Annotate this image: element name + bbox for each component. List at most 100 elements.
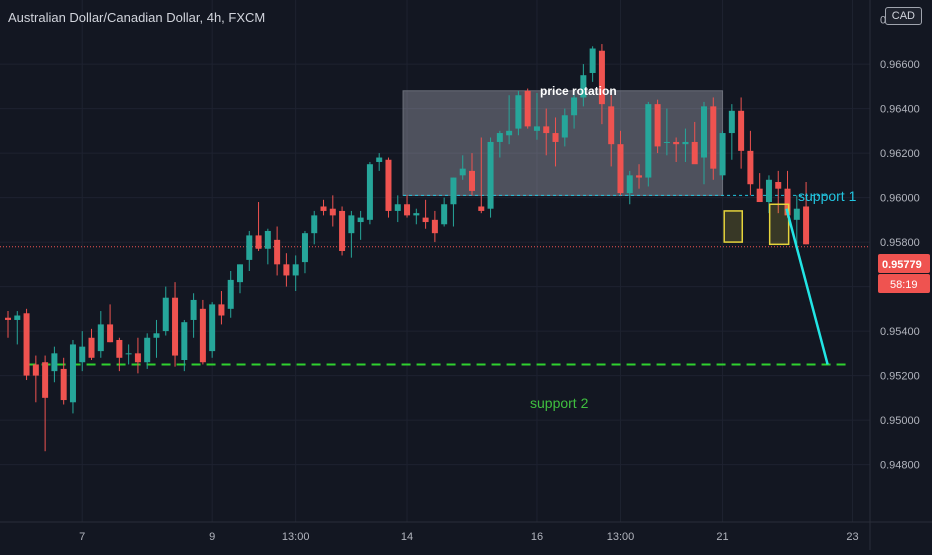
candle-body: [682, 141, 689, 145]
candle-body: [496, 133, 503, 142]
countdown-label: 58:19: [890, 279, 918, 291]
candle-body: [663, 141, 670, 143]
projection-arrow: [785, 208, 829, 365]
candle-body: [116, 339, 123, 358]
candle-body: [357, 217, 364, 223]
symbol-title: Australian Dollar/Canadian Dollar, 4h, F…: [8, 10, 265, 25]
price-tick-label: 0.94800: [880, 460, 920, 472]
candle-body: [589, 48, 596, 73]
candle-body: [608, 106, 615, 145]
candle-body: [747, 150, 754, 185]
candle-body: [719, 133, 726, 176]
candle-body: [255, 235, 262, 249]
candle-body: [701, 106, 707, 158]
candle-body: [385, 159, 392, 211]
candle-body: [487, 141, 494, 209]
price-tick-label: 0.96400: [880, 104, 920, 116]
candle-body: [292, 264, 299, 276]
time-tick-label: 13:00: [282, 531, 310, 543]
candle-body: [199, 308, 206, 363]
price-tick-label: 0.95000: [880, 415, 920, 427]
candle-body: [79, 346, 86, 363]
time-axis[interactable]: 7 9 13:00 14 16 13:00 21 23: [0, 521, 932, 543]
candle-body: [784, 188, 791, 216]
candle-body: [23, 313, 30, 376]
price-tick-label: 0.96200: [880, 148, 920, 160]
candle-body: [5, 317, 11, 320]
price-tick-label: 0.96000: [880, 193, 920, 205]
highlight-box: [723, 210, 744, 243]
candle-body: [153, 333, 160, 338]
candle-body: [803, 206, 810, 245]
candle-body: [227, 279, 234, 309]
candle-body: [626, 175, 633, 194]
candle-body: [181, 322, 188, 361]
grid-lines: [0, 0, 870, 522]
candle-body: [237, 264, 243, 283]
candle-body: [765, 179, 772, 203]
candle-body: [469, 170, 475, 191]
time-tick-label: 9: [209, 531, 215, 543]
annotation-overlays: [723, 203, 829, 365]
candle-body: [738, 110, 745, 151]
candle-body: [552, 133, 559, 142]
current-price-label: 0.95779: [882, 259, 922, 271]
candle-body: [793, 208, 800, 220]
candle-body: [422, 217, 429, 223]
candle-body: [413, 213, 420, 216]
candle-body: [580, 75, 587, 98]
candle-body: [264, 230, 271, 249]
highlight-box: [768, 203, 790, 246]
candle-body: [404, 204, 411, 216]
price-tick-label: 0.95200: [880, 371, 920, 383]
candle-body: [459, 168, 466, 176]
candle-body: [107, 324, 114, 343]
time-tick-label: 16: [531, 531, 543, 543]
candle-body: [144, 337, 151, 363]
candle-body: [311, 215, 318, 234]
candle-body: [728, 110, 735, 134]
price-tick-label: 0.95800: [880, 237, 920, 249]
candle-body: [515, 95, 522, 129]
candle-body: [645, 104, 652, 178]
countdown-tag: [878, 274, 930, 293]
time-tick-label: 21: [716, 531, 728, 543]
candle-body: [478, 206, 485, 211]
candle-body: [125, 353, 132, 355]
candle-body: [51, 353, 58, 372]
price-tick-label: 0.96600: [880, 59, 920, 71]
price-rotation-label: price rotation: [540, 84, 617, 98]
candle-body: [673, 141, 680, 145]
candle-body: [506, 130, 513, 136]
time-tick-label: 13:00: [607, 531, 635, 543]
candle-body: [524, 90, 531, 127]
candle-body: [598, 50, 605, 105]
candle-body: [617, 144, 624, 194]
candle-body: [14, 315, 21, 320]
current-price-tag: [878, 254, 930, 273]
currency-badge[interactable]: CAD: [884, 7, 922, 25]
candle-body: [60, 368, 67, 401]
support-1-label: support 1: [798, 188, 857, 204]
candle-body: [172, 297, 179, 356]
candle-body: [320, 206, 327, 211]
candle-body: [348, 215, 355, 234]
price-tick-label: 0.95400: [880, 326, 920, 338]
candle-body: [162, 297, 169, 332]
candle-body: [394, 204, 401, 211]
candle-body: [441, 204, 448, 225]
candles: [5, 44, 810, 452]
candle-body: [218, 304, 225, 316]
candle-body: [134, 353, 141, 363]
candle-body: [301, 233, 308, 263]
candle-body: [376, 157, 383, 162]
candle-body: [571, 97, 578, 116]
candle-body: [543, 126, 550, 134]
support-2-label: support 2: [530, 395, 589, 411]
candle-body: [190, 299, 197, 320]
candle-body: [88, 337, 95, 358]
candle-body: [431, 219, 438, 234]
candle-body: [366, 164, 373, 220]
